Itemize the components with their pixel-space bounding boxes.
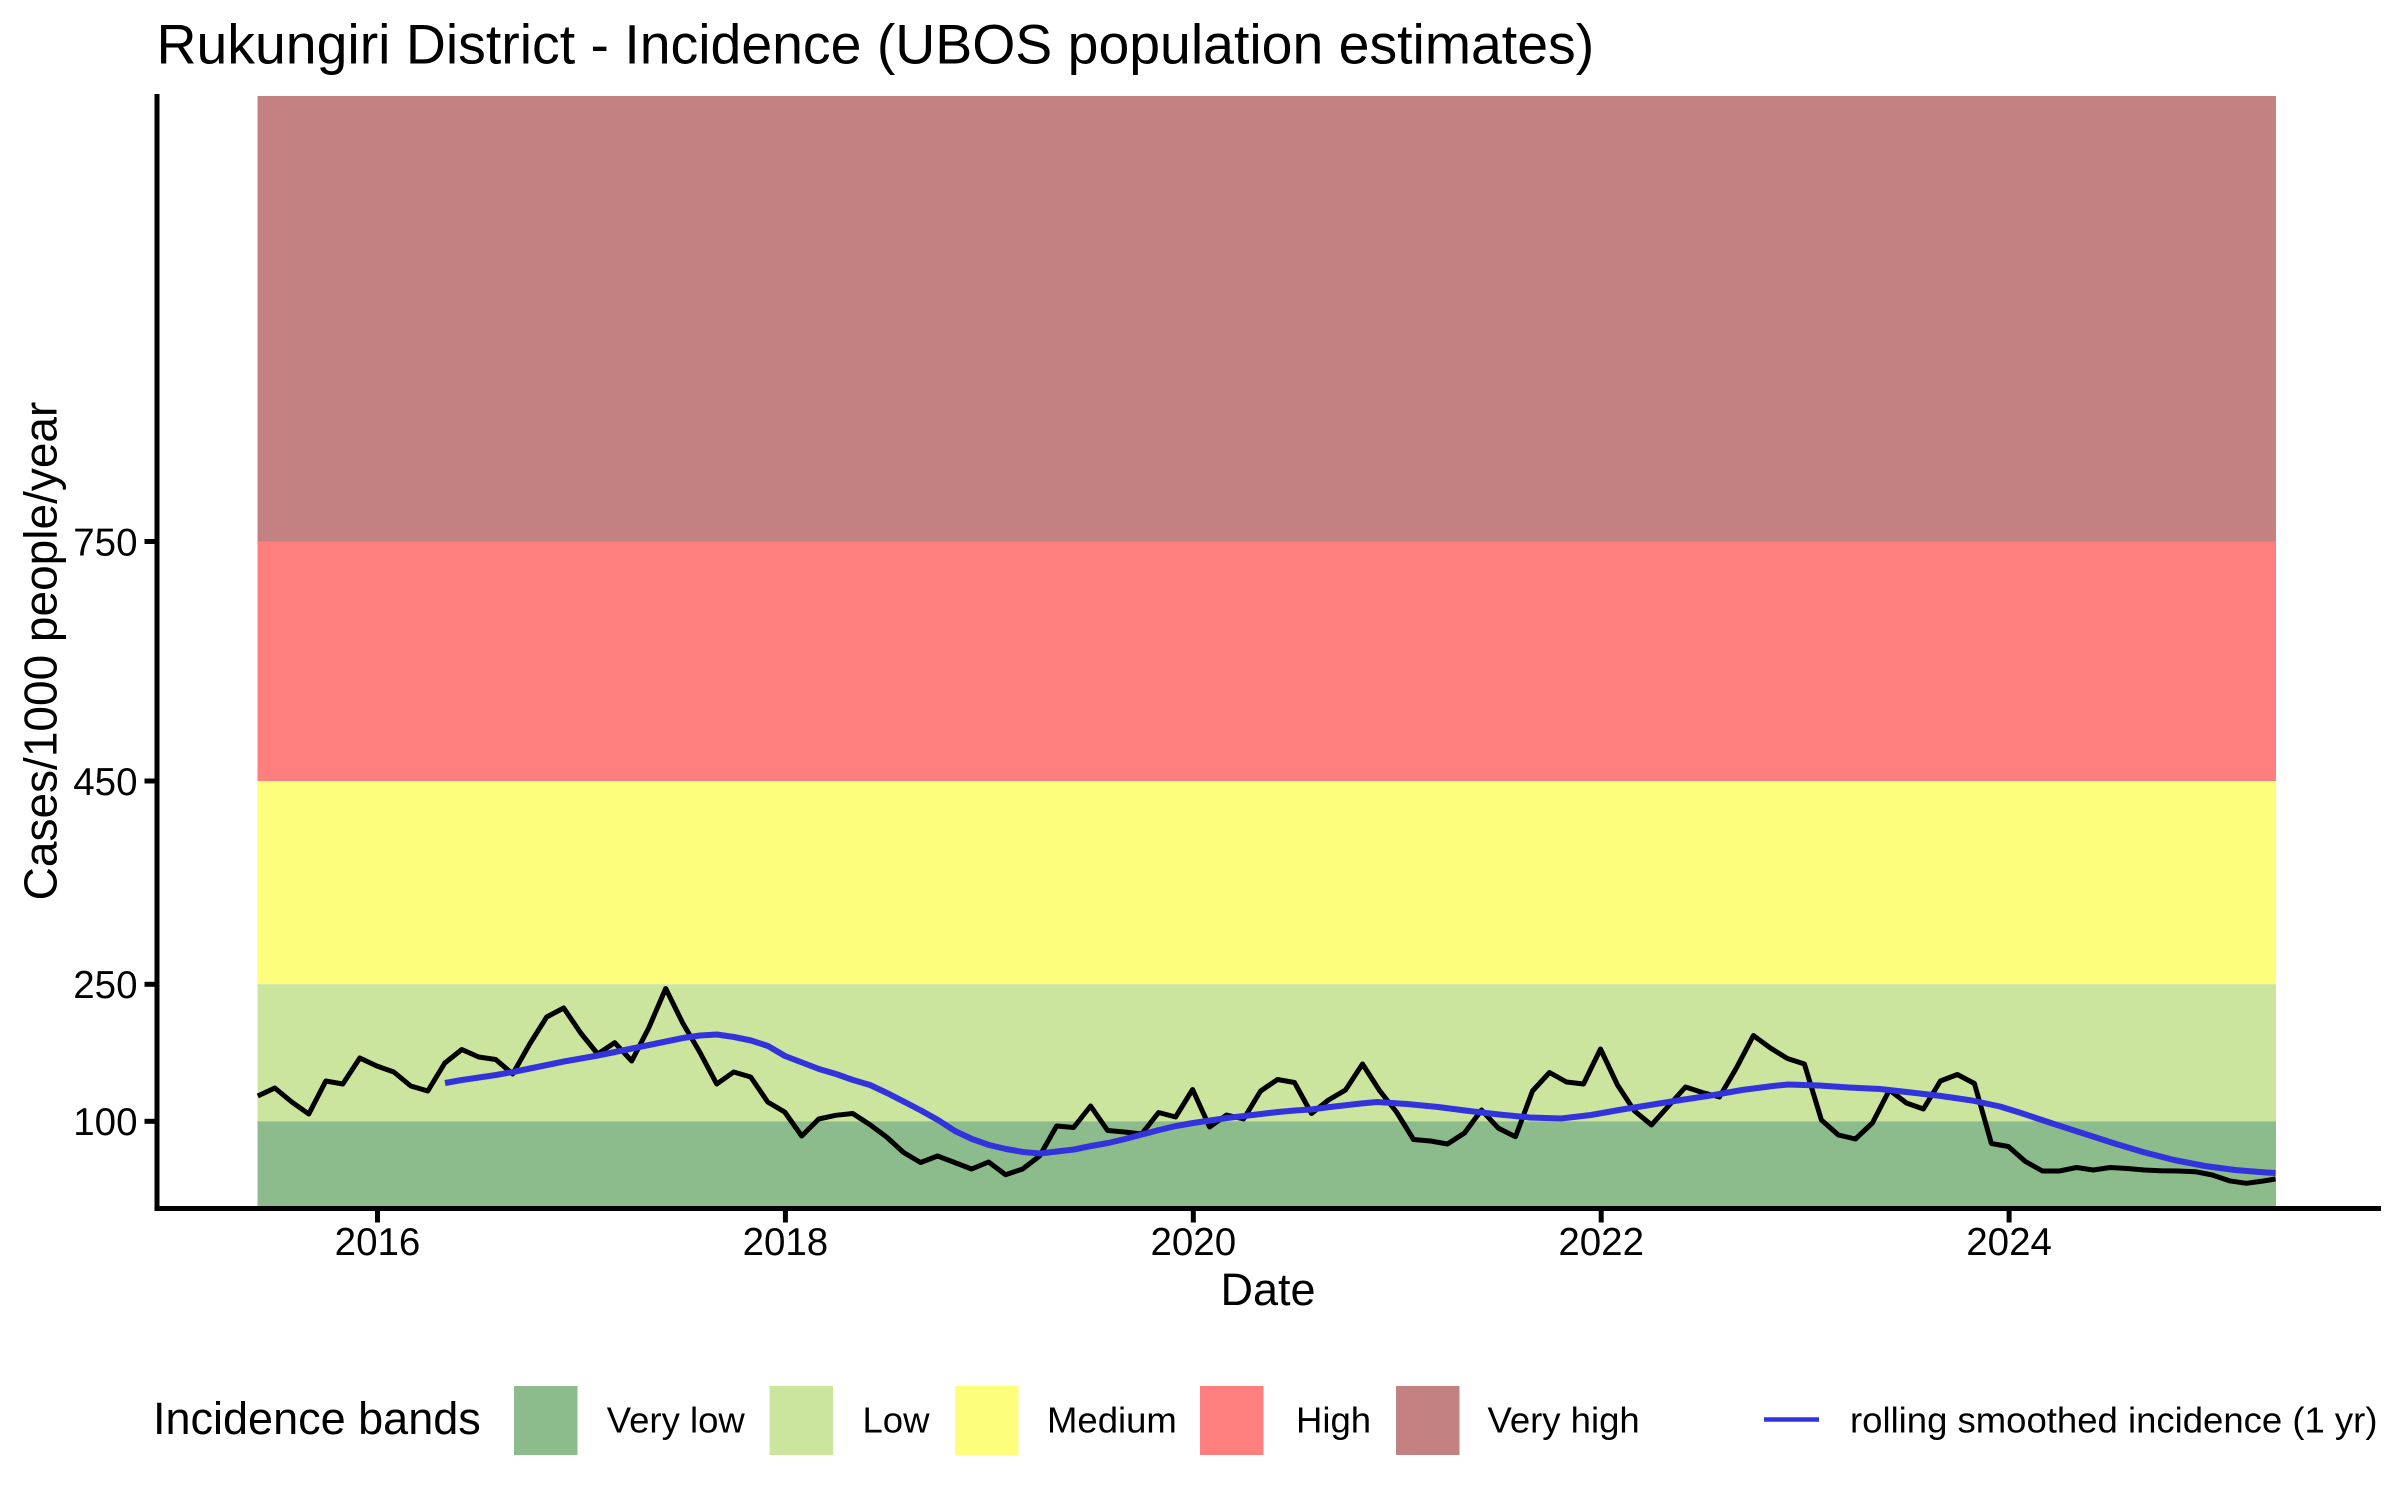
svg-text:2016: 2016 bbox=[335, 1221, 421, 1264]
svg-text:2022: 2022 bbox=[1558, 1221, 1644, 1264]
svg-text:2020: 2020 bbox=[1150, 1221, 1236, 1264]
svg-text:Medium: Medium bbox=[1047, 1400, 1177, 1441]
svg-text:Rukungiri District - Incidence: Rukungiri District - Incidence (UBOS pop… bbox=[157, 14, 1595, 76]
svg-text:450: 450 bbox=[73, 761, 137, 804]
svg-text:Cases/1000 people/year: Cases/1000 people/year bbox=[15, 402, 67, 901]
svg-text:100: 100 bbox=[73, 1101, 137, 1144]
svg-text:Incidence bands: Incidence bands bbox=[153, 1393, 481, 1444]
svg-text:Date: Date bbox=[1220, 1264, 1315, 1315]
svg-text:Very high: Very high bbox=[1488, 1400, 1640, 1441]
svg-text:2018: 2018 bbox=[743, 1221, 829, 1264]
svg-text:250: 250 bbox=[73, 964, 137, 1007]
svg-text:rolling smoothed incidence (1: rolling smoothed incidence (1 yr) bbox=[1850, 1400, 2377, 1441]
svg-text:High: High bbox=[1296, 1400, 1371, 1441]
svg-text:2024: 2024 bbox=[1966, 1221, 2052, 1264]
svg-text:Very low: Very low bbox=[607, 1400, 746, 1441]
svg-text:750: 750 bbox=[73, 521, 137, 564]
svg-text:Low: Low bbox=[863, 1400, 931, 1441]
